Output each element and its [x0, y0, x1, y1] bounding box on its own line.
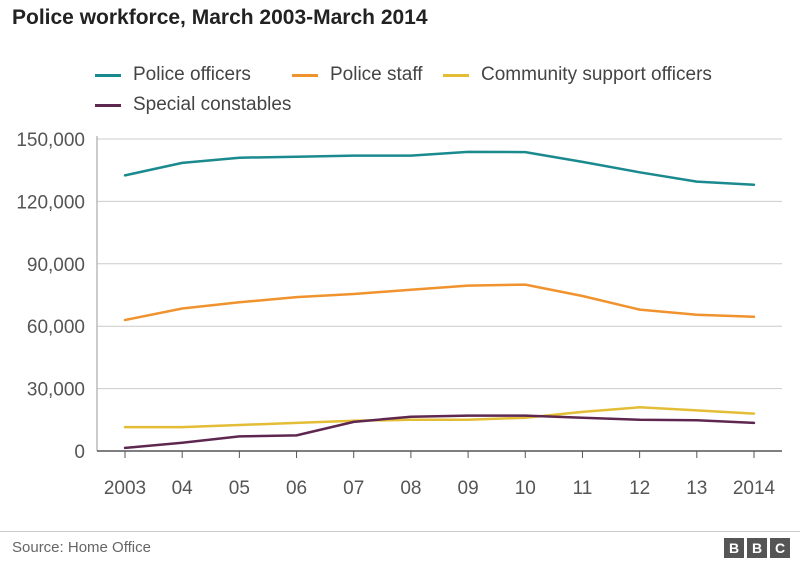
y-tick-label: 150,000	[16, 130, 85, 151]
x-tick-label: 05	[229, 478, 250, 499]
footer-divider	[0, 531, 800, 532]
legend-item-police-officers: Police officers	[95, 64, 251, 86]
x-tick-label: 08	[400, 478, 421, 499]
x-tick-label: 04	[172, 478, 194, 499]
legend-item-community-support-officers: Community support officers	[443, 64, 712, 86]
series-line-special-constables	[123, 414, 756, 450]
legend-label-special-constables: Special constables	[133, 94, 292, 115]
x-tick-label: 13	[686, 478, 707, 499]
legend-swatch-police-staff	[292, 73, 318, 77]
legend-swatch-special-constables	[95, 103, 121, 107]
legend-swatch-police-officers	[95, 73, 121, 77]
bbc-logo-letter: B	[724, 538, 744, 558]
x-tick-label: 11	[573, 478, 593, 499]
legend-label-police-officers: Police officers	[133, 64, 251, 85]
series-line-community-support-officers	[123, 406, 756, 429]
x-tick-label: 2003	[104, 478, 146, 499]
series-line-police-staff	[123, 283, 756, 322]
bbc-logo-letter: C	[770, 538, 790, 558]
x-tick-label: 2014	[733, 478, 776, 499]
y-tick-label: 60,000	[27, 317, 85, 338]
chart-title: Police workforce, March 2003-March 2014	[12, 6, 428, 29]
x-tick-label: 09	[458, 478, 479, 499]
legend-item-special-constables: Special constables	[95, 94, 291, 116]
legend-item-police-staff: Police staff	[292, 64, 423, 86]
x-tick-label: 10	[515, 478, 536, 499]
bbc-logo-letter: B	[747, 538, 767, 558]
legend-swatch-community-support-officers	[443, 73, 469, 77]
y-tick-label: 30,000	[27, 380, 85, 401]
x-tick-label: 07	[343, 478, 364, 499]
series-line-police-officers	[123, 150, 756, 187]
legend-label-community-support-officers: Community support officers	[481, 64, 712, 85]
x-tick-label: 12	[629, 478, 650, 499]
line-chart: 0 30,000 60,000 90,000 120,000 150,000 2003 04 0…	[16, 130, 782, 499]
bbc-logo: B B C	[724, 538, 790, 558]
y-tick-label: 90,000	[27, 255, 85, 276]
source-note: Source: Home Office	[12, 539, 151, 556]
y-tick-label: 0	[74, 442, 85, 463]
x-tick-label: 06	[286, 478, 307, 499]
legend-label-police-staff: Police staff	[330, 64, 423, 85]
y-tick-label: 120,000	[16, 192, 85, 213]
